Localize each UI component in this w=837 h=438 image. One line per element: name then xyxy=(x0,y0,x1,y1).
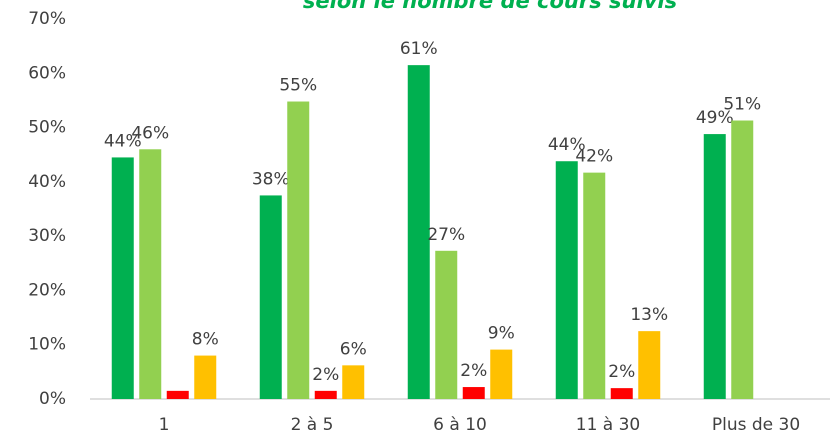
bar xyxy=(259,195,282,399)
y-tick-label: 10% xyxy=(28,335,66,355)
bar xyxy=(166,390,189,399)
data-label: 27% xyxy=(427,225,465,245)
data-label: 61% xyxy=(400,39,438,59)
data-label: 2% xyxy=(460,361,487,381)
bar xyxy=(490,349,513,399)
y-tick-label: 40% xyxy=(28,172,66,192)
data-label: 55% xyxy=(279,76,317,96)
x-tick-label: 1 xyxy=(159,415,170,435)
bar xyxy=(435,250,458,399)
data-label: 13% xyxy=(630,305,668,325)
bar xyxy=(610,388,633,399)
bar xyxy=(139,149,162,399)
bar xyxy=(703,134,726,400)
data-label: 44% xyxy=(104,131,142,151)
data-label: 38% xyxy=(252,169,290,189)
x-tick-label: 2 à 5 xyxy=(291,415,334,435)
bar xyxy=(342,365,365,399)
y-tick-label: 60% xyxy=(28,63,66,83)
data-label: 9% xyxy=(488,324,515,344)
y-tick-label: 30% xyxy=(28,226,66,246)
bar xyxy=(638,331,661,399)
x-tick-label: Plus de 30 xyxy=(712,415,800,435)
bar xyxy=(407,65,430,400)
y-tick-label: 70% xyxy=(28,9,66,29)
data-label: 42% xyxy=(575,147,613,167)
chart-title: selon le nombre de cours suivis xyxy=(303,0,677,13)
data-label: 49% xyxy=(696,108,734,128)
y-tick-label: 50% xyxy=(28,118,66,138)
y-tick-label: 0% xyxy=(39,389,66,409)
bar xyxy=(287,101,310,399)
bar xyxy=(583,172,606,399)
data-label: 2% xyxy=(608,362,635,382)
bar xyxy=(111,157,134,399)
y-tick-label: 20% xyxy=(28,280,66,300)
bar xyxy=(555,161,578,399)
bar xyxy=(462,387,485,399)
data-label: 51% xyxy=(723,95,761,115)
bar xyxy=(194,355,217,399)
bar xyxy=(731,120,754,399)
data-label: 2% xyxy=(312,365,339,385)
x-tick-label: 6 à 10 xyxy=(433,415,487,435)
data-label: 6% xyxy=(340,339,367,359)
data-label: 8% xyxy=(192,330,219,350)
data-label: 44% xyxy=(548,135,586,155)
data-label: 46% xyxy=(131,123,169,143)
x-tick-label: 11 à 30 xyxy=(576,415,641,435)
bar xyxy=(314,390,337,399)
